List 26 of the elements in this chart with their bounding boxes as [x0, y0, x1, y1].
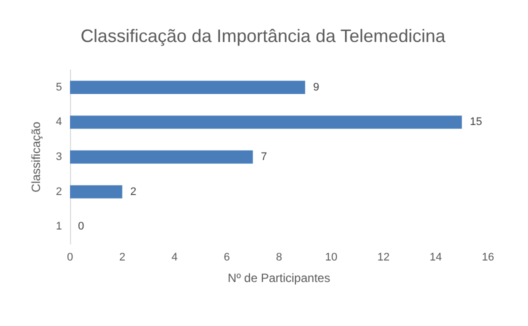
chart-title: Classificação da Importância da Telemedicina: [80, 26, 446, 46]
y-axis-title: Classificação: [29, 121, 43, 192]
bar: [70, 80, 306, 94]
data-label: 0: [78, 220, 84, 233]
y-tick-label: 2: [56, 186, 62, 198]
data-label: 9: [313, 81, 320, 94]
x-tick-label: 4: [171, 252, 178, 264]
x-axis-title: Nº de Participantes: [228, 271, 330, 285]
x-tick-label: 2: [119, 252, 126, 264]
data-label: 15: [470, 116, 482, 128]
y-tick-label: 4: [56, 116, 62, 128]
x-tick-label: 8: [276, 252, 282, 264]
bar: [70, 116, 462, 129]
bar: [70, 185, 122, 198]
x-tick-label: 14: [430, 252, 442, 264]
data-label: 2: [130, 186, 136, 198]
data-label: 7: [260, 151, 267, 163]
y-tick-label: 3: [56, 151, 62, 163]
x-tick-label: 12: [377, 252, 390, 264]
x-tick-label: 6: [224, 252, 230, 264]
y-tick-label: 5: [56, 81, 62, 94]
y-tick-label: 1: [56, 220, 62, 233]
x-tick-label: 16: [482, 252, 494, 264]
x-tick-label: 10: [325, 252, 338, 264]
bar: [70, 150, 253, 164]
x-tick-label: 0: [66, 252, 74, 264]
